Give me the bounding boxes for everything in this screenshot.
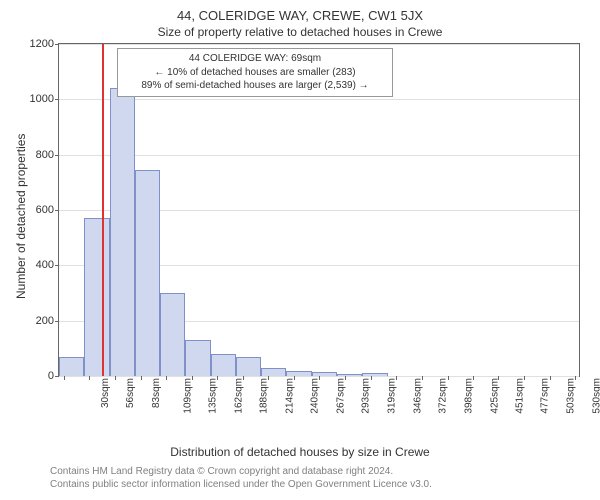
y-tick-label: 1200 xyxy=(30,38,59,50)
x-tick xyxy=(575,376,576,380)
gridline xyxy=(59,44,579,45)
y-tick-label: 400 xyxy=(36,259,59,271)
info-line-1: 44 COLERIDGE WAY: 69sqm xyxy=(124,52,386,66)
x-tick-label: 162sqm xyxy=(232,378,245,414)
histogram-bar xyxy=(286,371,311,376)
histogram-bar xyxy=(211,354,236,376)
x-tick xyxy=(64,376,65,380)
info-line-3: 89% of semi-detached houses are larger (… xyxy=(124,79,386,93)
x-tick xyxy=(294,376,295,380)
x-tick xyxy=(89,376,90,380)
y-tick-label: 200 xyxy=(36,315,59,327)
histogram-bar xyxy=(110,88,135,376)
x-tick xyxy=(524,376,525,380)
histogram-bar xyxy=(312,372,337,376)
footer-line-1: Contains HM Land Registry data © Crown c… xyxy=(50,465,590,478)
x-tick-label: 214sqm xyxy=(282,378,295,414)
x-tick-label: 425sqm xyxy=(487,378,500,414)
histogram-bar xyxy=(160,293,185,376)
x-tick xyxy=(141,376,142,380)
y-axis-label: Number of detached properties xyxy=(14,134,28,299)
gridline xyxy=(59,155,579,156)
x-tick xyxy=(166,376,167,380)
x-tick-label: 503sqm xyxy=(563,378,576,414)
x-tick-label: 56sqm xyxy=(123,378,136,408)
histogram-chart: 02004006008001000120030sqm56sqm83sqm109s… xyxy=(0,43,600,443)
page-subtitle: Size of property relative to detached ho… xyxy=(0,23,600,43)
histogram-bar xyxy=(59,357,84,376)
histogram-bar xyxy=(362,373,387,376)
x-tick-label: 188sqm xyxy=(257,378,270,414)
footer: Contains HM Land Registry data © Crown c… xyxy=(0,459,600,491)
histogram-bar xyxy=(135,170,160,376)
x-tick xyxy=(345,376,346,380)
histogram-bar xyxy=(84,218,109,376)
histogram-bar xyxy=(185,340,210,376)
property-marker-line xyxy=(102,44,104,376)
y-tick-label: 800 xyxy=(36,149,59,161)
x-tick-label: 372sqm xyxy=(436,378,449,414)
x-tick xyxy=(192,376,193,380)
footer-line-2: Contains public sector information licen… xyxy=(50,478,590,491)
gridline xyxy=(59,99,579,100)
y-tick-label: 1000 xyxy=(30,93,59,105)
x-tick xyxy=(498,376,499,380)
x-tick-label: 30sqm xyxy=(98,378,111,408)
x-tick xyxy=(243,376,244,380)
x-axis-label: Distribution of detached houses by size … xyxy=(0,443,600,459)
x-tick-label: 530sqm xyxy=(589,378,600,414)
x-tick xyxy=(550,376,551,380)
info-box: 44 COLERIDGE WAY: 69sqm ← 10% of detache… xyxy=(117,48,393,97)
x-tick xyxy=(371,376,372,380)
histogram-bar xyxy=(261,368,286,376)
x-tick-label: 477sqm xyxy=(538,378,551,414)
x-tick xyxy=(268,376,269,380)
x-tick-label: 83sqm xyxy=(149,378,162,408)
x-tick xyxy=(473,376,474,380)
page-title: 44, COLERIDGE WAY, CREWE, CW1 5JX xyxy=(0,0,600,23)
info-line-2: ← 10% of detached houses are smaller (28… xyxy=(124,66,386,80)
x-tick xyxy=(217,376,218,380)
y-tick-label: 0 xyxy=(48,370,59,382)
x-tick xyxy=(319,376,320,380)
histogram-bar xyxy=(236,357,261,376)
x-tick-label: 398sqm xyxy=(461,378,474,414)
x-tick-label: 240sqm xyxy=(308,378,321,414)
x-tick-label: 135sqm xyxy=(205,378,218,414)
x-tick xyxy=(396,376,397,380)
x-tick xyxy=(422,376,423,380)
x-tick xyxy=(115,376,116,380)
x-tick-label: 267sqm xyxy=(334,378,347,414)
y-tick-label: 600 xyxy=(36,204,59,216)
x-tick-label: 451sqm xyxy=(513,378,526,414)
x-tick-label: 346sqm xyxy=(411,378,424,414)
x-tick-label: 319sqm xyxy=(384,378,397,414)
plot-area: 02004006008001000120030sqm56sqm83sqm109s… xyxy=(58,43,580,377)
x-tick xyxy=(448,376,449,380)
x-tick-label: 109sqm xyxy=(180,378,193,414)
x-tick-label: 293sqm xyxy=(359,378,372,414)
histogram-bar xyxy=(337,374,362,376)
